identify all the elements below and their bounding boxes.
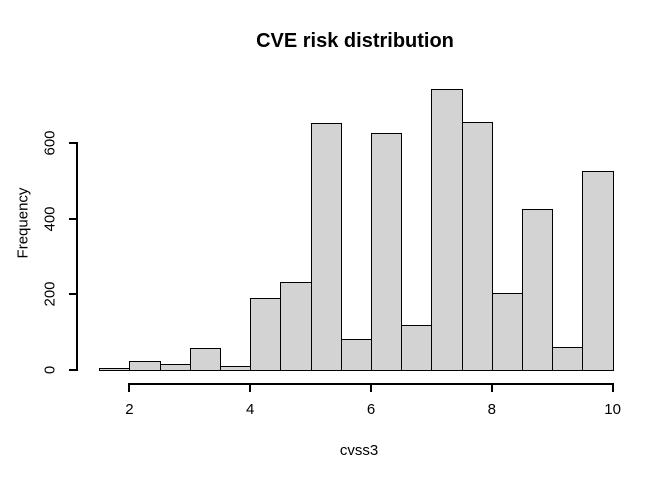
histogram-bar	[522, 209, 554, 371]
y-axis-tick-label: 200	[41, 281, 59, 307]
histogram-bar	[491, 292, 523, 371]
histogram-bar	[310, 122, 342, 371]
histogram-bar	[220, 365, 252, 371]
y-axis-tick	[69, 293, 77, 296]
histogram-bar	[461, 121, 493, 371]
histogram-bar	[129, 360, 161, 371]
chart-title: CVE risk distribution	[256, 30, 454, 52]
x-axis-tick-label: 4	[246, 401, 255, 418]
x-axis-tick	[128, 383, 131, 392]
histogram-bar	[401, 325, 433, 371]
histogram-bar	[99, 367, 131, 371]
y-axis-tick-label: 600	[41, 130, 59, 156]
y-axis-line	[76, 142, 78, 371]
y-axis-tick-label: 0	[41, 365, 59, 374]
x-axis-tick-label: 6	[366, 401, 376, 418]
histogram-bar	[371, 132, 403, 371]
x-axis-tick-label: 2	[125, 401, 134, 418]
y-axis-tick-label: 400	[41, 206, 59, 232]
x-axis-tick	[249, 383, 252, 392]
x-axis-label: cvss3	[339, 442, 379, 459]
y-axis-tick	[69, 142, 77, 145]
x-axis-tick	[370, 383, 372, 392]
x-axis-tick-label: 8	[487, 401, 496, 418]
histogram-bar	[431, 88, 463, 371]
y-axis-tick	[69, 368, 77, 371]
histogram-bar	[340, 339, 372, 371]
histogram-bar	[189, 348, 221, 371]
histogram-bar	[280, 282, 312, 371]
x-axis-tick	[611, 383, 614, 392]
histogram-bar	[582, 170, 614, 371]
x-axis-tick	[490, 383, 493, 392]
x-axis-tick-label: 10	[604, 401, 621, 418]
histogram-bar	[552, 347, 584, 371]
y-axis-tick	[69, 217, 77, 220]
histogram-bar	[159, 364, 191, 371]
histogram-bar	[250, 297, 282, 371]
